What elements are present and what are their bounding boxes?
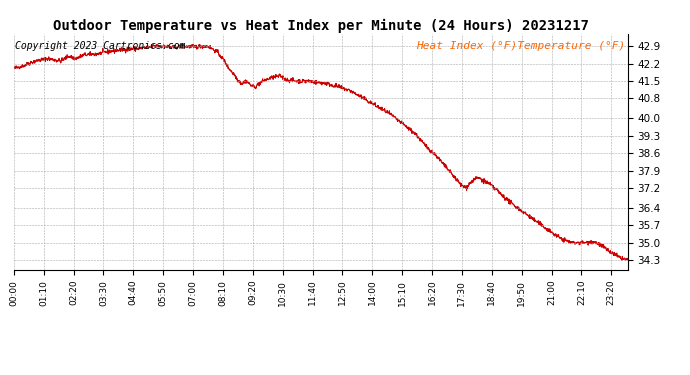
Title: Outdoor Temperature vs Heat Index per Minute (24 Hours) 20231217: Outdoor Temperature vs Heat Index per Mi… — [53, 18, 589, 33]
Text: Copyright 2023 Cartronics.com: Copyright 2023 Cartronics.com — [15, 41, 186, 51]
Text: Heat Index (°F)Temperature (°F): Heat Index (°F)Temperature (°F) — [415, 41, 625, 51]
